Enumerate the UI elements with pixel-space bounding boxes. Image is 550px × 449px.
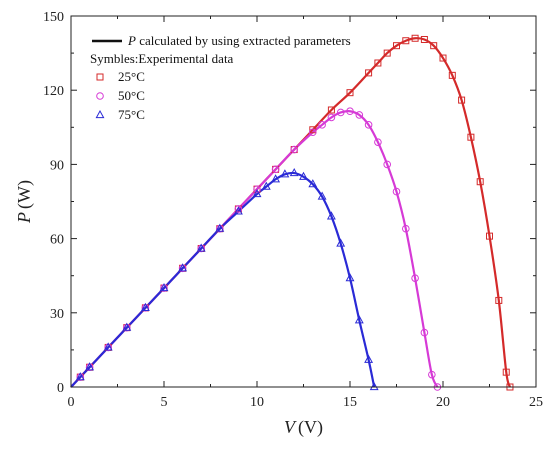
data-point-series-1 bbox=[383, 49, 391, 57]
y-axis-variable: P bbox=[14, 212, 34, 224]
data-point-series-3 bbox=[354, 315, 364, 324]
data-point-series-2 bbox=[309, 128, 317, 137]
data-point-series-3 bbox=[364, 354, 374, 363]
y-tick-label: 30 bbox=[50, 307, 64, 322]
data-point-series-2 bbox=[402, 224, 410, 233]
data-point-series-1 bbox=[365, 69, 373, 77]
data-point-series-3 bbox=[196, 243, 206, 252]
data-point-series-3 bbox=[345, 273, 355, 282]
y-tick-label: 120 bbox=[43, 84, 64, 99]
x-axis-unit: (V) bbox=[298, 417, 323, 438]
data-point-series-1 bbox=[309, 126, 317, 134]
y-tick-label: 150 bbox=[43, 10, 64, 25]
data-point-series-2 bbox=[346, 107, 354, 116]
x-axis-variable: V bbox=[284, 417, 297, 437]
data-point-series-2 bbox=[318, 121, 326, 129]
data-point-series-2 bbox=[374, 138, 382, 146]
legend-entry-label: 50°C bbox=[118, 88, 145, 103]
data-point-series-2 bbox=[271, 165, 280, 174]
data-point-series-1 bbox=[374, 59, 382, 67]
plot-frame bbox=[70, 15, 537, 388]
data-point-series-3 bbox=[369, 381, 379, 391]
y-axis-unit: (W) bbox=[14, 180, 35, 209]
data-point-series-3 bbox=[280, 169, 290, 178]
data-point-series-3 bbox=[85, 362, 95, 371]
legend-entry-label: 75°C bbox=[118, 107, 145, 122]
data-point-series-1 bbox=[411, 34, 419, 42]
y-tick-label: 0 bbox=[57, 381, 64, 396]
data-point-series-3 bbox=[178, 263, 188, 272]
legend-line-description: calculated by using extracted parameters bbox=[136, 33, 351, 48]
data-point-series-1 bbox=[346, 89, 354, 97]
data-point-series-2 bbox=[383, 160, 392, 169]
data-point-series-3 bbox=[252, 189, 262, 198]
data-point-series-3 bbox=[233, 206, 243, 215]
tick-labels: 0 5 10 15 20 25 0 30 60 90 120 150 bbox=[43, 10, 543, 410]
data-point-series-3 bbox=[271, 174, 281, 183]
data-point-series-1 bbox=[393, 42, 400, 50]
data-point-series-1 bbox=[439, 54, 447, 62]
data-point-series-3 bbox=[140, 302, 150, 311]
data-point-series-1 bbox=[467, 133, 475, 141]
legend-marker-2 bbox=[96, 92, 104, 100]
data-point-series-1 bbox=[502, 368, 510, 376]
y-tick-label: 60 bbox=[50, 233, 64, 248]
x-tick-label: 0 bbox=[68, 395, 75, 410]
y-tick-label: 90 bbox=[50, 158, 64, 173]
data-point-series-1 bbox=[402, 37, 410, 45]
data-point-series-2 bbox=[253, 185, 261, 193]
data-point-series-2 bbox=[392, 187, 401, 196]
x-tick-label: 20 bbox=[436, 395, 450, 410]
data-point-series-3 bbox=[317, 191, 327, 200]
data-point-series-3 bbox=[299, 171, 308, 180]
series-line-3 bbox=[70, 171, 376, 388]
data-point-series-2 bbox=[355, 111, 364, 119]
data-point-series-1 bbox=[430, 42, 438, 50]
legend-marker-1 bbox=[96, 73, 104, 81]
x-tick-label: 15 bbox=[343, 395, 357, 410]
legend-symbols-label: Symbles:Experimental data bbox=[90, 51, 234, 66]
data-point-series-3 bbox=[308, 179, 318, 188]
data-point-series-2 bbox=[420, 328, 429, 337]
legend-line-label: P calculated by using extracted paramete… bbox=[127, 33, 351, 48]
data-point-series-1 bbox=[458, 96, 466, 104]
x-tick-label: 10 bbox=[250, 395, 264, 410]
x-tick-label: 25 bbox=[529, 395, 543, 410]
x-axis-title: V (V) bbox=[284, 417, 323, 438]
data-point-series-1 bbox=[495, 296, 503, 304]
x-tick-label: 5 bbox=[161, 395, 168, 410]
data-point-series-2 bbox=[234, 205, 243, 213]
data-point-series-1 bbox=[476, 178, 484, 186]
legend-entries: 25°C 50°C 75°C bbox=[95, 69, 145, 122]
data-point-series-1 bbox=[486, 232, 493, 240]
legend: P calculated by using extracted paramete… bbox=[90, 33, 351, 122]
legend-entry-label: 25°C bbox=[118, 69, 145, 84]
data-point-series-3 bbox=[289, 168, 299, 177]
data-point-series-2 bbox=[290, 145, 299, 154]
data-point-series-1 bbox=[327, 106, 335, 114]
y-axis-title: P (W) bbox=[14, 180, 35, 224]
data-point-series-2 bbox=[327, 113, 336, 122]
data-point-series-3 bbox=[336, 238, 346, 247]
data-point-series-1 bbox=[448, 71, 456, 79]
data-point-series-2 bbox=[336, 108, 345, 117]
data-point-series-1 bbox=[420, 35, 428, 43]
data-point-series-3 bbox=[122, 322, 132, 331]
data-point-series-2 bbox=[411, 274, 419, 282]
data-point-series-2 bbox=[428, 370, 436, 379]
data-point-series-3 bbox=[159, 283, 169, 292]
data-point-series-3 bbox=[261, 181, 271, 190]
data-point-series-2 bbox=[364, 121, 373, 129]
marker-layer bbox=[75, 34, 514, 391]
data-point-series-3 bbox=[326, 211, 336, 220]
series-line-2 bbox=[70, 109, 439, 388]
data-point-series-3 bbox=[75, 372, 85, 381]
data-point-series-3 bbox=[103, 342, 113, 351]
data-point-series-3 bbox=[215, 223, 225, 232]
series-layer bbox=[70, 37, 512, 388]
legend-line-variable: P bbox=[127, 33, 136, 48]
legend-marker-3 bbox=[95, 109, 105, 119]
